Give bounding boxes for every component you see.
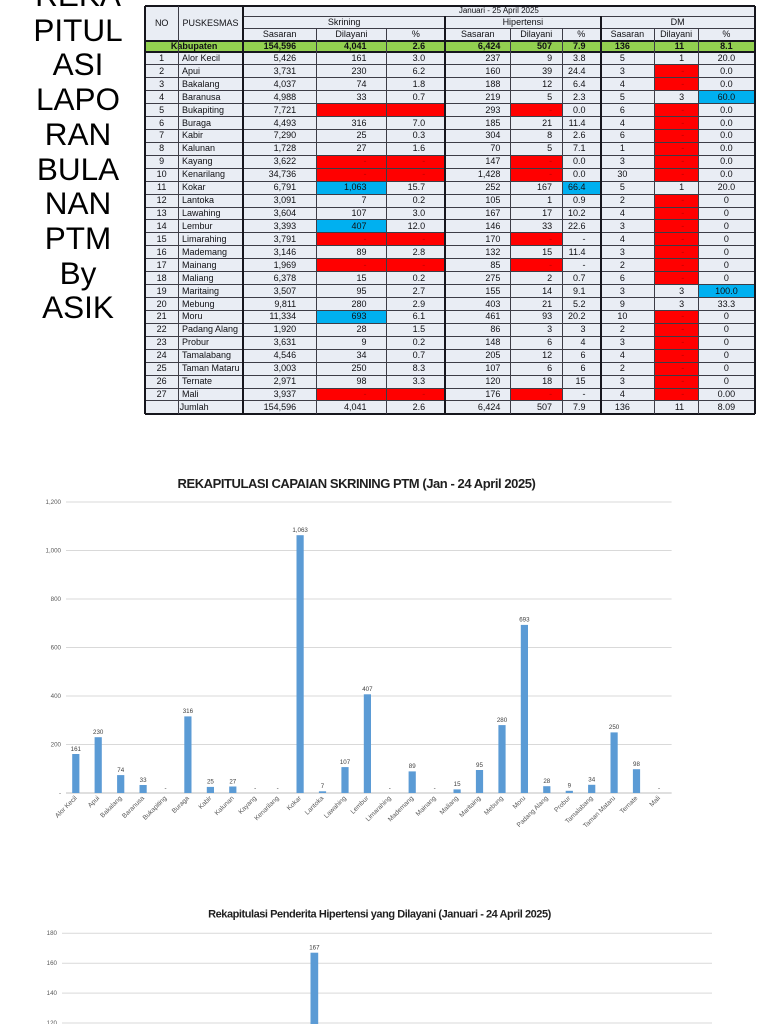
svg-text:180: 180 [47, 930, 58, 937]
svg-text:160: 160 [47, 960, 58, 967]
svg-text:7: 7 [321, 783, 325, 790]
svg-text:Maritaing: Maritaing [458, 795, 482, 819]
svg-text:Mainang: Mainang [415, 795, 438, 818]
svg-text:Lantoka: Lantoka [304, 795, 326, 817]
svg-text:27: 27 [229, 778, 236, 785]
svg-text:1,063: 1,063 [292, 527, 308, 534]
svg-text:-: - [254, 785, 256, 792]
svg-text:89: 89 [409, 763, 416, 770]
svg-text:Moru: Moru [512, 795, 528, 811]
svg-text:-: - [389, 785, 391, 792]
svg-text:407: 407 [362, 686, 373, 693]
svg-text:280: 280 [497, 717, 508, 724]
svg-text:Kalunan: Kalunan [214, 795, 236, 817]
svg-text:-: - [59, 790, 61, 797]
svg-text:Buraga: Buraga [171, 795, 191, 815]
svg-text:230: 230 [93, 729, 104, 736]
svg-text:200: 200 [51, 742, 62, 749]
svg-text:-: - [434, 785, 436, 792]
svg-text:1,000: 1,000 [46, 548, 62, 555]
svg-text:Kayang: Kayang [237, 795, 258, 816]
svg-text:15: 15 [454, 781, 461, 788]
svg-text:33: 33 [140, 777, 147, 784]
svg-text:400: 400 [51, 693, 62, 700]
svg-text:140: 140 [47, 990, 58, 997]
svg-text:REKAPITULASI CAPAIAN SKRINING: REKAPITULASI CAPAIAN SKRINING PTM (Jan -… [178, 476, 536, 491]
svg-text:250: 250 [609, 724, 620, 731]
svg-text:-: - [658, 785, 660, 792]
svg-text:Lawahing: Lawahing [323, 795, 348, 820]
svg-text:693: 693 [519, 617, 530, 624]
svg-text:-: - [277, 785, 279, 792]
svg-text:Bakalang: Bakalang [99, 795, 124, 820]
svg-text:Kabir: Kabir [197, 794, 213, 810]
svg-text:9: 9 [568, 783, 572, 790]
svg-text:Mebung: Mebung [483, 795, 505, 817]
svg-text:600: 600 [51, 645, 62, 652]
svg-text:161: 161 [71, 746, 82, 753]
svg-text:Kokar: Kokar [286, 794, 304, 812]
svg-text:Rekapitulasi Penderita Hiperte: Rekapitulasi Penderita Hipertensi yang D… [208, 909, 551, 921]
svg-text:316: 316 [183, 708, 194, 715]
svg-text:98: 98 [633, 761, 640, 768]
svg-text:Apui: Apui [87, 795, 102, 810]
svg-text:Probur: Probur [553, 794, 573, 814]
svg-text:120: 120 [47, 1020, 58, 1024]
svg-text:25: 25 [207, 779, 214, 786]
svg-text:800: 800 [51, 596, 62, 603]
svg-text:28: 28 [543, 778, 550, 785]
svg-text:Bukapiting: Bukapiting [142, 795, 169, 822]
svg-text:34: 34 [588, 777, 595, 784]
svg-text:1,200: 1,200 [46, 499, 62, 506]
svg-text:107: 107 [340, 759, 351, 766]
svg-text:74: 74 [117, 767, 124, 774]
svg-text:Kenarilang: Kenarilang [253, 795, 280, 822]
svg-text:Mali: Mali [648, 795, 662, 809]
svg-text:167: 167 [309, 945, 320, 952]
svg-text:-: - [164, 785, 166, 792]
svg-text:95: 95 [476, 762, 483, 769]
svg-text:Ternate: Ternate [619, 795, 640, 816]
svg-text:Lembur: Lembur [350, 794, 371, 815]
svg-text:Maliang: Maliang [439, 795, 461, 817]
svg-text:Alor Kecil: Alor Kecil [54, 795, 79, 820]
